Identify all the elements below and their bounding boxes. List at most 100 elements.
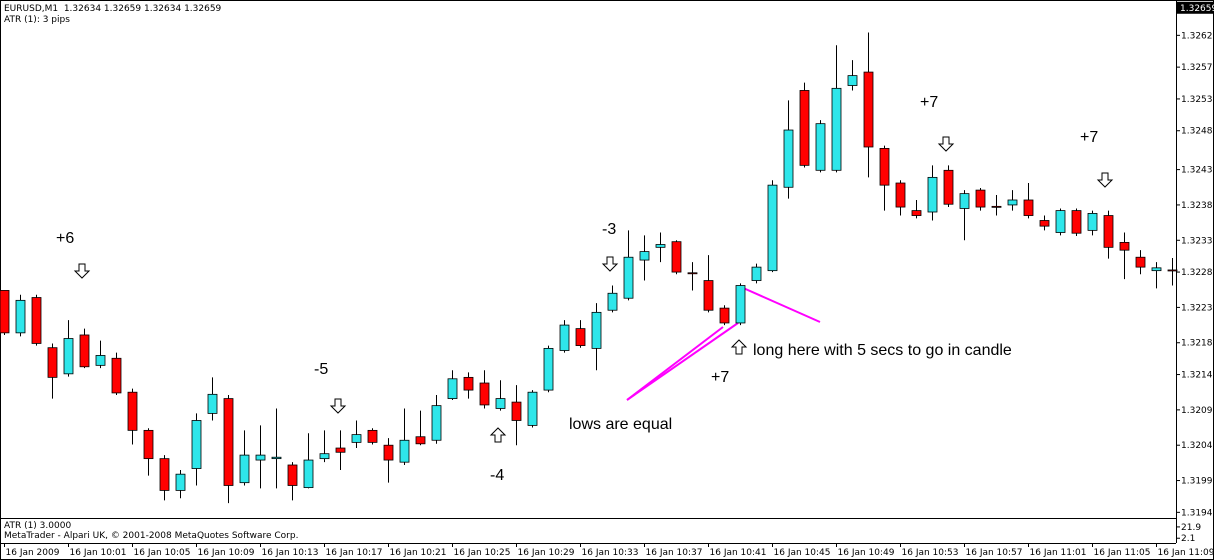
candle-body bbox=[415, 436, 426, 445]
candle-body bbox=[0, 290, 10, 334]
x-tick-label: 16 Jan 10:05 bbox=[134, 548, 191, 558]
candle-body bbox=[495, 398, 506, 409]
x-tick-label: 16 Jan 10:09 bbox=[198, 548, 255, 558]
annotation: long here with 5 secs to go in candle bbox=[753, 342, 1012, 359]
candle-body bbox=[255, 454, 266, 461]
candle-body bbox=[351, 434, 362, 443]
last-price-box bbox=[1177, 1, 1214, 14]
y-tick-label: 1.3204 bbox=[1181, 441, 1213, 451]
candle-body bbox=[63, 338, 74, 375]
candle-body bbox=[383, 444, 394, 461]
candle-body bbox=[623, 256, 634, 299]
annotation: +7 bbox=[1080, 129, 1098, 146]
last-price-label: 1.32659 bbox=[1180, 4, 1214, 14]
candle-body bbox=[863, 71, 874, 148]
y-tick-label: 1.32235 bbox=[1181, 303, 1214, 313]
x-tick-label: 16 Jan 11:05 bbox=[1094, 548, 1151, 558]
candle-body bbox=[639, 251, 650, 261]
indicator-tick-label: 2.1 bbox=[1181, 534, 1195, 544]
annotation: +7 bbox=[920, 94, 938, 111]
candle-body bbox=[335, 447, 346, 453]
candle-body bbox=[1007, 199, 1018, 206]
candle-body bbox=[1023, 199, 1034, 216]
candle-body bbox=[575, 328, 586, 346]
candle-body bbox=[287, 464, 298, 486]
x-tick-label: 16 Jan 10:45 bbox=[774, 548, 831, 558]
y-tick-label: 1.3233 bbox=[1181, 236, 1213, 246]
candle-body bbox=[111, 357, 122, 394]
candle-body bbox=[1087, 213, 1098, 231]
candle-body bbox=[159, 458, 170, 491]
candle-body bbox=[95, 355, 106, 366]
candle-body bbox=[1135, 256, 1146, 268]
candle-body bbox=[975, 189, 986, 208]
candle-body bbox=[767, 184, 778, 272]
candle-body bbox=[655, 244, 666, 248]
candle-body bbox=[223, 398, 234, 486]
indicator-tick-label: 21.9 bbox=[1181, 523, 1201, 533]
candle-body bbox=[1119, 241, 1130, 251]
candle-body bbox=[47, 347, 58, 378]
y-tick-label: 1.3209 bbox=[1181, 406, 1213, 416]
candle-body bbox=[895, 182, 906, 208]
candle-body bbox=[543, 347, 554, 391]
candle-body bbox=[991, 205, 1002, 208]
candle-body bbox=[527, 391, 538, 426]
candle-body bbox=[911, 210, 922, 216]
candle-body bbox=[1071, 210, 1082, 234]
candle-body bbox=[783, 129, 794, 188]
pointer-line bbox=[626, 322, 739, 401]
y-tick-label: 1.31945 bbox=[1181, 508, 1214, 518]
candle-body bbox=[207, 393, 218, 414]
annotation: +7 bbox=[711, 369, 729, 386]
x-tick-label: 16 Jan 10:37 bbox=[646, 548, 703, 558]
indicator-label: ATR (1) 3.0000 bbox=[4, 521, 71, 531]
x-tick-label: 16 Jan 10:33 bbox=[582, 548, 639, 558]
candle-body bbox=[719, 307, 730, 324]
x-tick-label: 16 Jan 10:17 bbox=[326, 548, 383, 558]
candle-body bbox=[399, 439, 410, 463]
x-tick-label: 16 Jan 11:01 bbox=[1030, 548, 1087, 558]
x-tick-label: 16 Jan 10:53 bbox=[902, 548, 959, 558]
candle-body bbox=[799, 90, 810, 166]
x-tick-label: 16 Jan 10:01 bbox=[70, 548, 127, 558]
x-tick-label: 16 Jan 10:57 bbox=[966, 548, 1023, 558]
annotation: +6 bbox=[56, 230, 74, 247]
pointer-line bbox=[740, 286, 821, 323]
candle-body bbox=[831, 87, 842, 171]
y-tick-label: 1.32185 bbox=[1181, 339, 1214, 349]
annotation: -5 bbox=[314, 361, 328, 378]
candle-body bbox=[751, 266, 762, 281]
candle-body bbox=[959, 193, 970, 209]
y-tick-label: 1.3199 bbox=[1181, 477, 1213, 487]
candle-body bbox=[175, 473, 186, 491]
candle-body bbox=[79, 334, 90, 368]
chart-subtitle: ATR (1): 3 pips bbox=[4, 15, 70, 25]
annotation: -4 bbox=[490, 467, 504, 484]
candle-body bbox=[447, 378, 458, 399]
candle-body bbox=[1039, 220, 1050, 227]
x-tick-label: 16 Jan 10:49 bbox=[838, 548, 895, 558]
y-tick-label: 1.3262 bbox=[1181, 31, 1213, 41]
x-tick-label: 16 Jan 10:41 bbox=[710, 548, 767, 558]
annotation: -3 bbox=[602, 221, 616, 238]
candle-body bbox=[303, 459, 314, 489]
candle-body bbox=[271, 456, 282, 460]
y-tick-label: 1.32575 bbox=[1181, 63, 1214, 73]
y-tick-label: 1.3214 bbox=[1181, 371, 1213, 381]
candle-body bbox=[367, 429, 378, 443]
footer: MetaTrader - Alpari UK, © 2001-2008 Meta… bbox=[4, 531, 298, 541]
chart-title: EURUSD,M1 1.32634 1.32659 1.32634 1.3265… bbox=[4, 4, 222, 14]
candle-body bbox=[559, 324, 570, 351]
x-tick-label: 16 Jan 10:29 bbox=[518, 548, 575, 558]
candle-body bbox=[1167, 269, 1178, 272]
candle-body bbox=[1055, 210, 1066, 233]
x-tick-label: 16 Jan 10:21 bbox=[390, 548, 447, 558]
candle-body bbox=[671, 241, 682, 273]
y-tick-label: 1.3243 bbox=[1181, 166, 1213, 176]
y-tick-label: 1.3253 bbox=[1181, 95, 1213, 105]
x-tick-label: 16 Jan 2009 bbox=[6, 548, 60, 558]
candle-body bbox=[1151, 267, 1162, 272]
x-tick-label: 16 Jan 10:25 bbox=[454, 548, 511, 558]
